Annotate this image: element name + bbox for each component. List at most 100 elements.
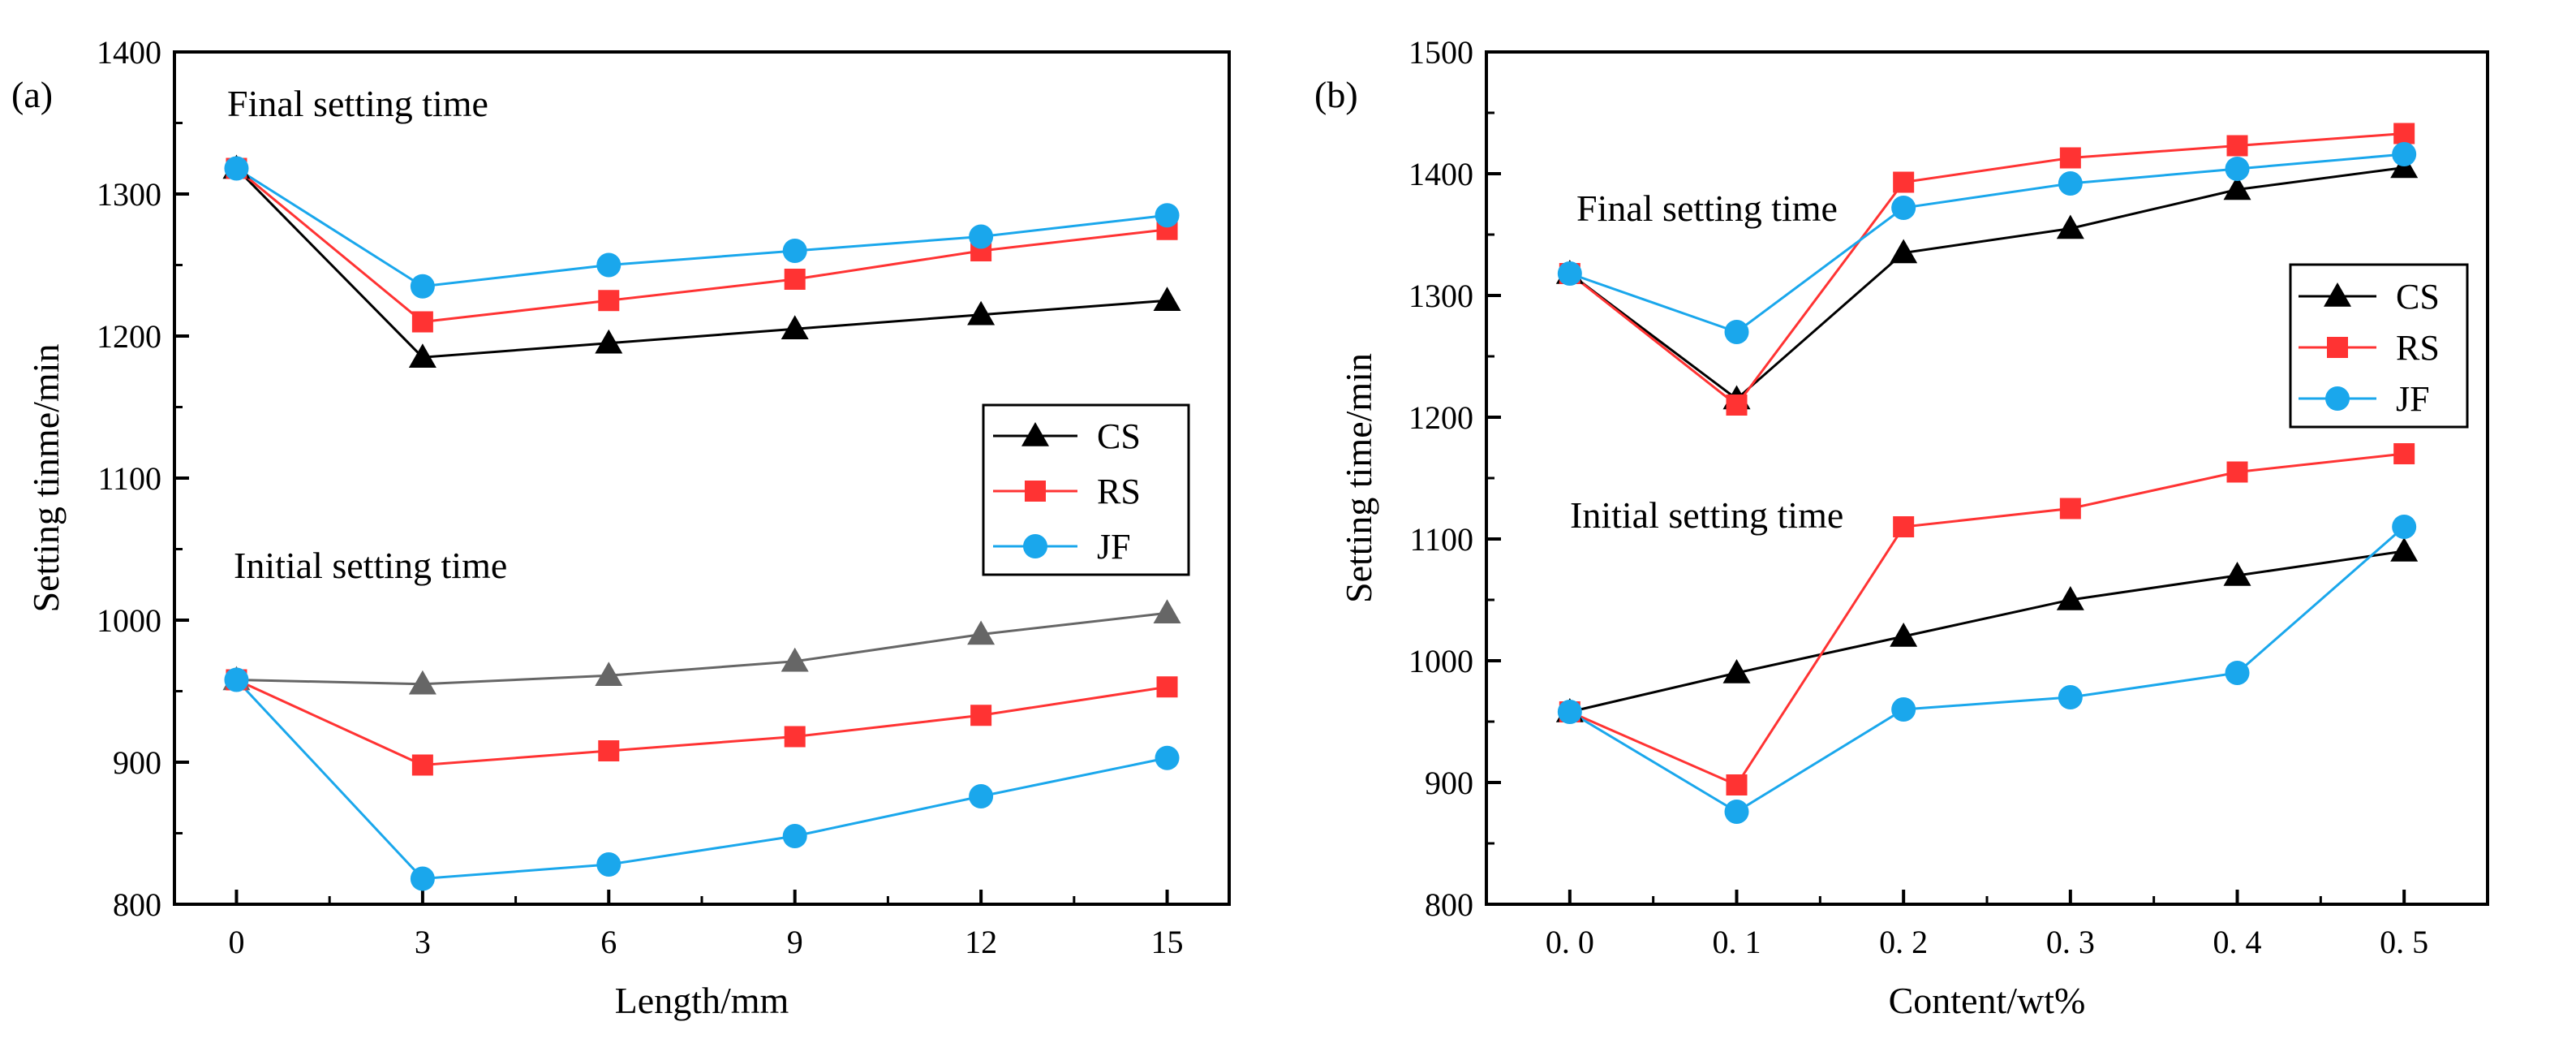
series-markers-a: [222, 154, 1181, 891]
legend-label-jf: JF: [1097, 527, 1131, 567]
data-point-rs-final: [598, 290, 620, 312]
data-point-jf-initial: [410, 866, 435, 891]
data-point-cs-final: [781, 315, 809, 339]
legend-label-rs: RS: [1097, 472, 1141, 511]
y-tick-label: 1500: [1408, 34, 1473, 71]
data-point-jf-final: [410, 274, 435, 299]
data-point-rs-final: [1893, 171, 1915, 193]
legend-label-cs: CS: [2396, 277, 2440, 317]
data-point-cs-final: [1890, 239, 1918, 264]
x-axis-label-a: Length/mm: [615, 980, 789, 1021]
data-point-jf-initial: [596, 852, 621, 877]
y-tick-label: 1100: [1409, 521, 1473, 558]
data-point-jf-initial: [1724, 800, 1749, 824]
data-point-cs-initial: [1153, 599, 1181, 623]
annotation-final-a: Final setting time: [227, 83, 488, 124]
series-line-cs-final: [235, 167, 1168, 359]
data-point-jf-initial: [1155, 745, 1180, 770]
data-point-jf-final: [224, 156, 249, 181]
x-tick-label: 0. 5: [2380, 924, 2428, 960]
x-axis-ticks-a: 0 3 6 9 12 15: [228, 890, 1184, 960]
data-point-rs-initial: [1893, 516, 1915, 537]
data-point-cs-initial: [2390, 537, 2419, 562]
annotation-initial-b: Initial setting time: [1570, 494, 1843, 536]
x-tick-label: 12: [965, 924, 997, 960]
data-point-cs-final: [967, 300, 996, 325]
data-point-jf-final: [2058, 171, 2083, 196]
data-point-jf-final: [1724, 320, 1749, 344]
panel-b: (b) 0. 0 0. 1 0. 2 0. 3 0. 4 0. 5 800 900 1000 1…: [1314, 34, 2489, 1021]
x-tick-label: 15: [1151, 924, 1184, 960]
data-point-cs-final: [2223, 175, 2251, 200]
data-point-jf-initial: [2392, 515, 2417, 539]
y-tick-label: 1400: [97, 34, 161, 71]
data-point-rs-final: [784, 269, 806, 290]
y-tick-label: 900: [113, 744, 161, 781]
data-point-jf-initial: [2058, 685, 2083, 709]
data-point-cs-initial: [408, 670, 437, 695]
data-point-jf-final: [596, 252, 621, 278]
data-point-jf-final: [782, 239, 807, 263]
data-point-cs-initial: [595, 662, 623, 686]
data-point-rs-initial: [598, 740, 620, 761]
y-tick-label: 1200: [97, 318, 161, 355]
x-axis-ticks-b: 0. 0 0. 1 0. 2 0. 3 0. 4 0. 5: [1546, 890, 2428, 960]
y-tick-label: 800: [113, 886, 161, 923]
data-point-rs-initial: [2393, 443, 2415, 464]
panel-label-b: (b): [1314, 74, 1358, 115]
x-tick-label: 6: [600, 924, 617, 960]
series-line-cs-final: [1568, 166, 2405, 401]
panel-label-a: (a): [11, 74, 53, 115]
data-point-rs-initial: [1156, 676, 1178, 698]
y-tick-label: 1100: [97, 460, 161, 497]
plot-frame-b: [1485, 50, 2489, 906]
data-point-rs-final: [2393, 123, 2415, 144]
data-point-cs-initial: [1890, 623, 1918, 647]
series-lines-b: [1568, 132, 2406, 813]
series-line-jf-final: [1569, 153, 2405, 334]
y-tick-label: 1000: [97, 602, 161, 639]
series-line-rs-final: [235, 167, 1168, 324]
series-line-jf-final: [235, 167, 1168, 288]
x-tick-label: 9: [787, 924, 803, 960]
panel-a: (a) 0 3 6 9 12 15 80090010001100120013001400 …: [11, 34, 1231, 1021]
legend-label-rs: RS: [2396, 328, 2440, 368]
series-lines-a: [235, 167, 1168, 881]
x-tick-label: 0. 2: [1879, 924, 1928, 960]
legend-label-cs: CS: [1097, 416, 1141, 456]
series-markers-b: [1555, 123, 2419, 824]
x-tick-label: 0. 1: [1713, 924, 1761, 960]
annotation-final-b: Final setting time: [1576, 188, 1838, 229]
data-point-rs-initial: [1726, 774, 1748, 795]
x-tick-label: 0. 0: [1546, 924, 1594, 960]
data-point-cs-final: [408, 343, 437, 368]
data-point-cs-initial: [967, 620, 996, 645]
series-line-rs-initial: [1569, 452, 2405, 787]
x-tick-label: 0. 4: [2213, 924, 2262, 960]
legend-marker-rs: [2327, 337, 2348, 358]
series-line-jf-initial: [235, 679, 1168, 881]
x-tick-label: 0. 3: [2046, 924, 2095, 960]
y-tick-label: 1000: [1408, 643, 1473, 679]
legend-marker-jf: [1023, 534, 1047, 558]
series-line-cs-initial: [236, 611, 1168, 686]
x-axis-label-b: Content/wt%: [1889, 980, 2086, 1021]
data-point-jf-initial: [782, 824, 807, 848]
data-point-rs-final: [2226, 135, 2248, 157]
y-tick-label: 1400: [1408, 156, 1473, 192]
data-point-cs-final: [1153, 287, 1181, 311]
y-tick-label: 1300: [1408, 278, 1473, 314]
y-axis-label-a: Setting tinme/min: [25, 344, 67, 613]
data-point-jf-initial: [2225, 661, 2250, 685]
legend-box-b: [2289, 263, 2469, 429]
data-point-jf-initial: [224, 667, 249, 692]
legend-marker-cs: [1021, 422, 1049, 446]
legend-b: CS RS JF: [2289, 263, 2469, 429]
data-point-rs-initial: [970, 705, 992, 726]
data-point-cs-initial: [2223, 562, 2251, 586]
data-point-cs-initial: [1722, 659, 1751, 683]
series-line-rs-initial: [235, 679, 1168, 767]
y-tick-label: 800: [1425, 886, 1473, 923]
legend-marker-jf: [2325, 386, 2350, 411]
